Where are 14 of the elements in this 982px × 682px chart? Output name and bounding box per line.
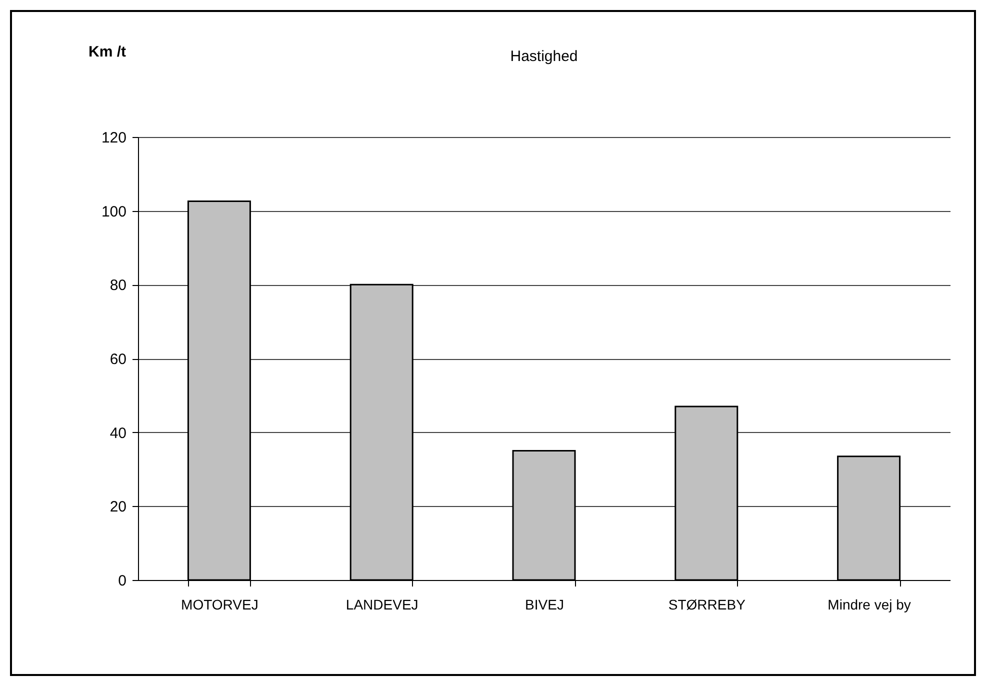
y-tick-label: 120 <box>101 130 126 146</box>
x-tick-label: Mindre vej by <box>828 596 911 612</box>
y-tick-label: 40 <box>110 424 126 442</box>
y-tick-label: 60 <box>110 351 126 368</box>
y-tick-label: 80 <box>110 277 126 294</box>
x-tick-label: BIVEJ <box>525 596 564 612</box>
y-tick-label: 20 <box>110 498 126 516</box>
chart-title: Hastighed <box>510 48 578 65</box>
x-tick-label: LANDEVEJ <box>346 596 418 612</box>
x-tick-label: STØRREBY <box>668 596 746 612</box>
x-tick-label: MOTORVEJ <box>181 596 258 612</box>
y-tick-label: 0 <box>118 572 126 590</box>
y-tick-label: 100 <box>101 203 126 220</box>
y-axis-title: Km /t <box>88 44 126 60</box>
